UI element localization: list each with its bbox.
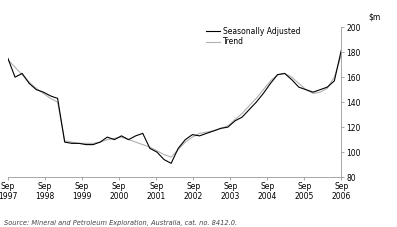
Text: Source: Mineral and Petroleum Exploration, Australia, cat. no. 8412.0.: Source: Mineral and Petroleum Exploratio… [4,220,237,226]
Text: $m: $m [368,13,380,22]
Legend: Seasonally Adjusted, Trend: Seasonally Adjusted, Trend [206,26,301,47]
